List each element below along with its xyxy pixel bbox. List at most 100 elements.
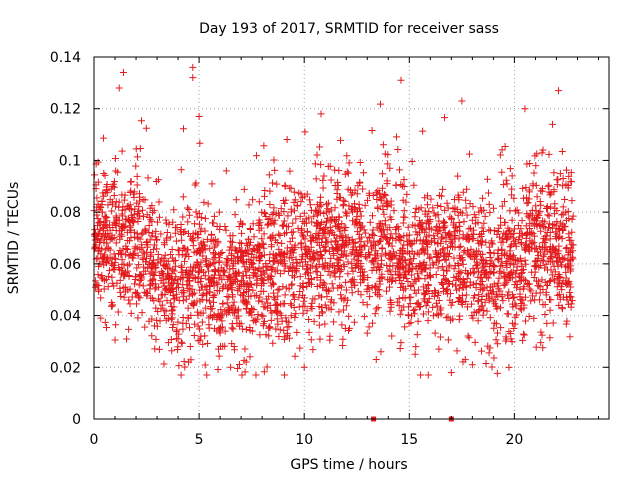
data-point [442,267,450,275]
data-point [421,291,429,299]
data-point [122,244,130,252]
data-point [287,184,295,192]
data-point [224,285,232,293]
data-point [383,202,391,210]
data-point [242,258,250,266]
data-point [395,236,403,244]
data-point [444,336,452,344]
data-point [564,256,572,264]
data-point [503,291,511,299]
data-point [345,312,353,320]
data-point [184,277,192,285]
data-point [537,227,545,235]
data-point [117,250,125,258]
data-point [290,188,298,196]
data-point [364,196,372,204]
data-point [175,296,183,304]
data-point [448,239,456,247]
data-point [526,159,534,167]
data-point [412,228,420,236]
data-point [265,257,273,265]
data-point [383,226,391,234]
data-point [100,285,108,293]
data-point [134,218,142,226]
data-point [311,295,319,303]
data-point [409,265,417,273]
data-point [101,171,109,179]
data-point [104,201,112,209]
data-point [498,293,506,301]
data-point [191,274,199,282]
data-point [541,218,549,226]
data-point [549,258,557,266]
data-point [494,246,502,254]
data-point [185,206,193,214]
data-point [559,210,567,218]
data-point [300,209,308,217]
data-point [480,284,488,292]
data-point [476,231,484,239]
data-point [568,297,576,305]
data-point [334,245,342,253]
data-point [130,249,138,257]
data-point [106,246,114,254]
data-point [435,217,443,225]
data-point [296,288,304,296]
data-point [439,245,447,253]
data-point [201,272,209,280]
data-point [467,224,475,232]
data-point [99,134,107,142]
data-point [179,125,187,133]
data-point [303,307,311,315]
data-point [297,198,305,206]
data-point [207,231,215,239]
data-point [330,251,338,259]
data-point [347,277,355,285]
data-point [260,368,268,376]
data-point [226,265,234,273]
data-point [115,216,123,224]
data-point [174,343,182,351]
data-point [305,247,313,255]
data-point [392,225,400,233]
data-point [498,262,506,270]
data-point [260,142,268,150]
data-point [191,181,199,189]
data-point [483,268,491,276]
data-point [508,172,516,180]
data-point [548,271,556,279]
data-point [339,341,347,349]
data-point [197,274,205,282]
data-point [320,210,328,218]
data-point [398,306,406,314]
data-point [143,211,151,219]
data-point [355,257,363,265]
data-point [429,303,437,311]
data-point [126,201,134,209]
data-point [384,276,392,284]
data-point [376,222,384,230]
data-point [323,217,331,225]
data-point [256,242,264,250]
data-point [275,285,283,293]
data-point [501,230,509,238]
data-point [492,336,500,344]
data-point [426,264,434,272]
data-point [256,331,264,339]
data-point [140,263,148,271]
data-point [417,204,425,212]
data-point [221,268,229,276]
data-point [309,233,317,241]
data-point [372,247,380,255]
data-point [542,236,550,244]
data-point [97,273,105,281]
data-point [288,253,296,261]
data-point [243,298,251,306]
data-point [483,175,491,183]
data-point [454,172,462,180]
data-point [336,227,344,235]
data-point [163,286,171,294]
data-point [352,219,360,227]
data-point [326,336,334,344]
data-point [212,241,220,249]
